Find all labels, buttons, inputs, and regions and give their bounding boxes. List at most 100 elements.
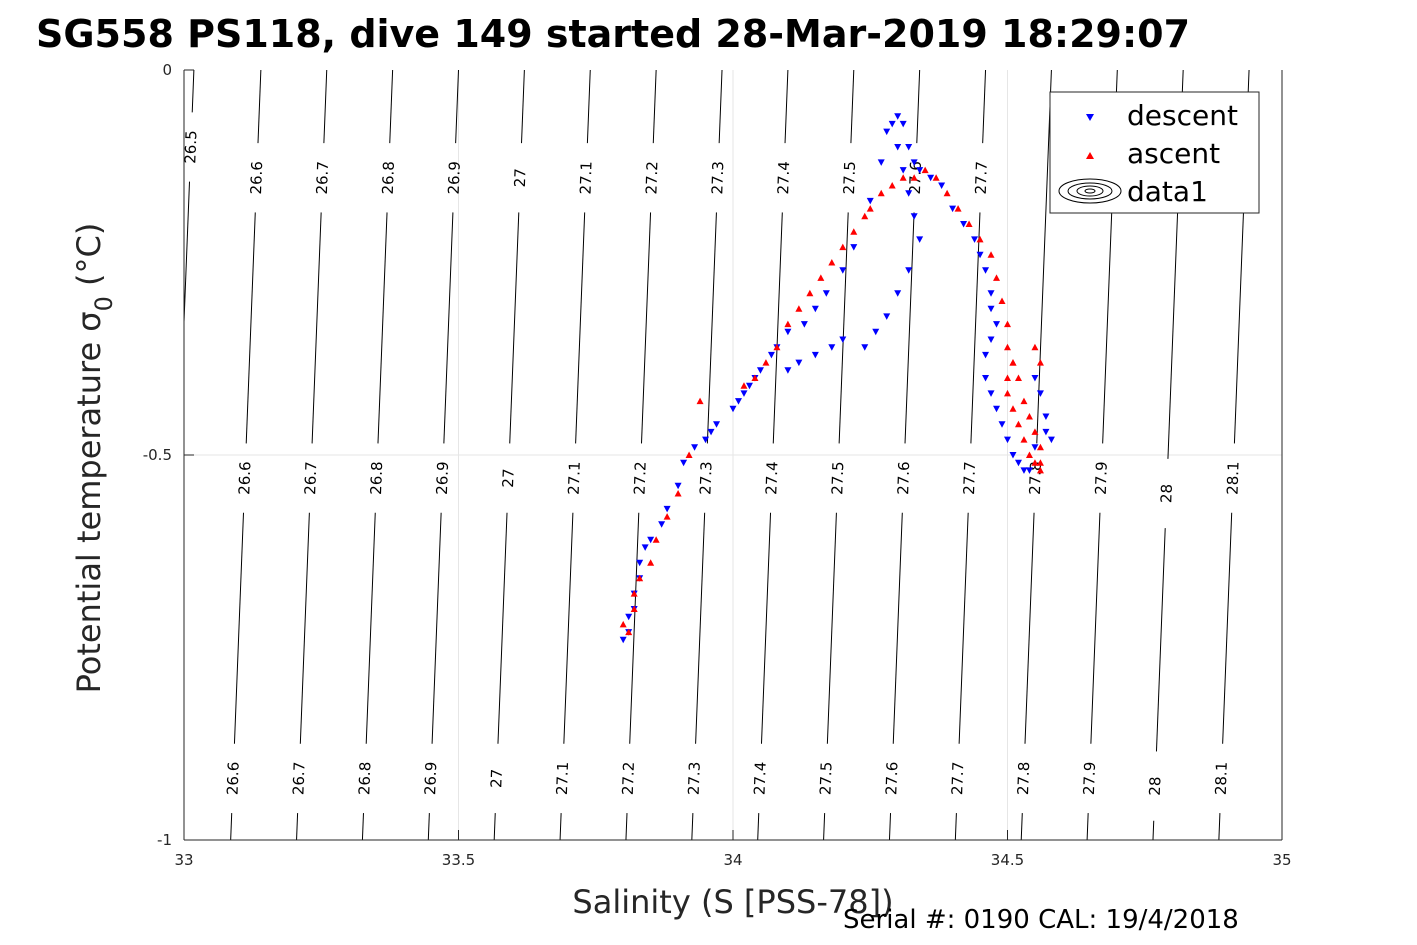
ascent-point — [1031, 428, 1039, 435]
descent-point — [784, 328, 792, 336]
legend: descent ascent data1 — [1049, 91, 1260, 214]
ascent-point — [1009, 405, 1017, 412]
isopycnal-line — [629, 512, 640, 744]
isopycnal-line — [892, 512, 903, 744]
descent-point — [894, 113, 902, 120]
isopycnal-label: 26.6 — [247, 161, 266, 195]
isopycnal-line — [904, 212, 915, 444]
x-tick-label: 33 — [174, 851, 193, 869]
descent-point — [872, 328, 880, 336]
isopycnal-line — [850, 70, 855, 144]
isopycnal-line — [365, 512, 376, 744]
isopycnal-label: 27.1 — [576, 161, 595, 195]
isopycnal-line — [760, 512, 772, 744]
isopycnal-label: 27.1 — [565, 461, 584, 495]
legend-data1-label: data1 — [1127, 175, 1208, 208]
descent-point — [647, 536, 655, 544]
descent-point — [663, 505, 671, 513]
ascent-point — [663, 513, 671, 520]
ascent-point — [976, 235, 984, 243]
descent-point — [883, 128, 891, 136]
ascent-point — [1036, 359, 1044, 366]
isopycnal-label: 26.9 — [433, 461, 452, 495]
descent-point — [740, 390, 748, 397]
isopycnal-line — [455, 70, 459, 144]
ascent-point — [910, 174, 918, 181]
ascent-point — [795, 305, 803, 312]
isopycnal-line — [1024, 512, 1035, 744]
ascent-point — [1014, 420, 1022, 428]
isopycnal-line — [1222, 512, 1233, 744]
isopycnal-label: 26.8 — [379, 161, 398, 195]
isopycnal-line — [718, 70, 723, 144]
isopycnal-label: 27.2 — [619, 761, 638, 795]
isopycnal-line — [784, 70, 789, 144]
ascent-point — [630, 590, 638, 597]
isopycnal-label: 27.9 — [1080, 761, 1099, 795]
descent-point — [916, 167, 924, 174]
isopycnal-label: 26.7 — [289, 761, 308, 795]
isopycnal-line — [443, 212, 454, 444]
isopycnal-line — [575, 212, 586, 444]
isopycnal-line — [1233, 212, 1244, 444]
ascent-point — [630, 605, 638, 612]
ascent-point — [1025, 413, 1033, 420]
descent-point — [729, 405, 737, 413]
ascent-point — [828, 259, 836, 266]
isopycnal-label: 27 — [499, 468, 518, 488]
descent-point — [1042, 413, 1050, 420]
ascent-point — [806, 289, 814, 297]
isopycnal-line — [954, 813, 957, 840]
isopycnal-label: 27.3 — [708, 161, 727, 195]
descent-point — [976, 251, 984, 259]
isopycnal-line — [826, 512, 837, 744]
descent-point — [982, 351, 990, 359]
descent-point — [982, 375, 990, 382]
isopycnal-label: 28 — [1146, 776, 1165, 796]
isopycnal-line — [509, 212, 520, 444]
axes: 33 33.5 34 34.5 35 0 -0.5 -1 — [143, 61, 1292, 869]
descent-point — [745, 382, 753, 390]
descent-point — [680, 459, 688, 467]
isopycnal-line — [982, 70, 987, 144]
descent-point — [971, 236, 979, 243]
ascent-point — [943, 189, 951, 197]
ascent-series — [619, 166, 1044, 636]
isopycnal-line — [1086, 813, 1089, 840]
isopycnal-label: 27 — [487, 769, 506, 789]
ascent-point — [850, 228, 858, 235]
descent-point — [641, 544, 649, 551]
ascent-point — [1004, 320, 1011, 328]
descent-point — [894, 290, 902, 297]
ascent-point — [888, 182, 896, 189]
isopycnal-line — [640, 212, 652, 444]
descent-point — [674, 482, 682, 490]
grid-lines — [184, 70, 1282, 840]
isopycnal-label: 27.6 — [894, 461, 913, 495]
x-tick-label: 34 — [723, 851, 742, 869]
isopycnal-line — [521, 70, 525, 144]
descent-point — [888, 120, 896, 128]
ascent-point — [625, 628, 633, 636]
descent-point — [1009, 452, 1017, 459]
ascent-point — [932, 174, 940, 181]
legend-ascent-marker — [1086, 152, 1094, 159]
ascent-point — [1009, 359, 1017, 366]
isopycnal-line — [695, 512, 706, 744]
isopycnal-label: 26.7 — [313, 161, 332, 195]
ascent-point — [987, 251, 995, 258]
ascent-point — [1020, 397, 1028, 405]
isopycnal-line — [1152, 820, 1155, 840]
ascent-point — [1004, 374, 1011, 381]
isopycnal-line — [586, 70, 591, 144]
isopycnal-label: 27.4 — [762, 461, 781, 495]
legend-descent-label: descent — [1127, 99, 1238, 132]
descent-point — [636, 559, 644, 567]
isopycnal-label: 27.3 — [696, 461, 715, 495]
isopycnal-line — [323, 70, 328, 144]
x-tick-label: 33.5 — [442, 851, 475, 869]
ascent-point — [751, 374, 759, 381]
isopycnal-label: 27.3 — [685, 761, 704, 795]
descent-point — [800, 321, 808, 328]
isopycnal-line — [1090, 512, 1101, 744]
